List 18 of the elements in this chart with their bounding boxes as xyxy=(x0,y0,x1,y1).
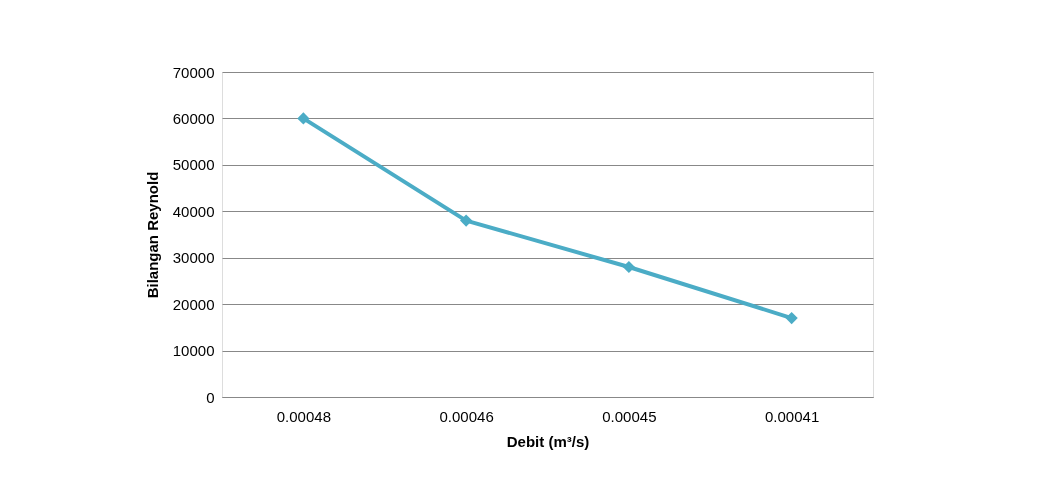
point xyxy=(622,260,635,274)
y-tick-label: 70000 xyxy=(172,63,215,81)
y-tick-label: 50000 xyxy=(172,156,215,174)
y-axis-title: Bilangan Reynold xyxy=(143,171,161,299)
y-tick-label: 20000 xyxy=(172,295,215,313)
y-tick-label: 40000 xyxy=(172,202,215,220)
y-tick-label: 60000 xyxy=(172,109,215,127)
x-tick-label: 0.00046 xyxy=(439,407,494,425)
y-tick-label: 10000 xyxy=(172,342,215,360)
y-tick-label: 0 xyxy=(206,388,215,406)
point xyxy=(785,311,798,325)
x-tick-label: 0.00041 xyxy=(765,407,820,425)
x-tick-label: 0.00048 xyxy=(276,407,331,425)
point xyxy=(297,112,310,125)
y-tick-label: 30000 xyxy=(172,249,215,267)
x-tick-label: 0.00045 xyxy=(602,407,657,425)
x-axis-title: Debit (m³/s) xyxy=(506,432,590,450)
point xyxy=(460,214,473,227)
